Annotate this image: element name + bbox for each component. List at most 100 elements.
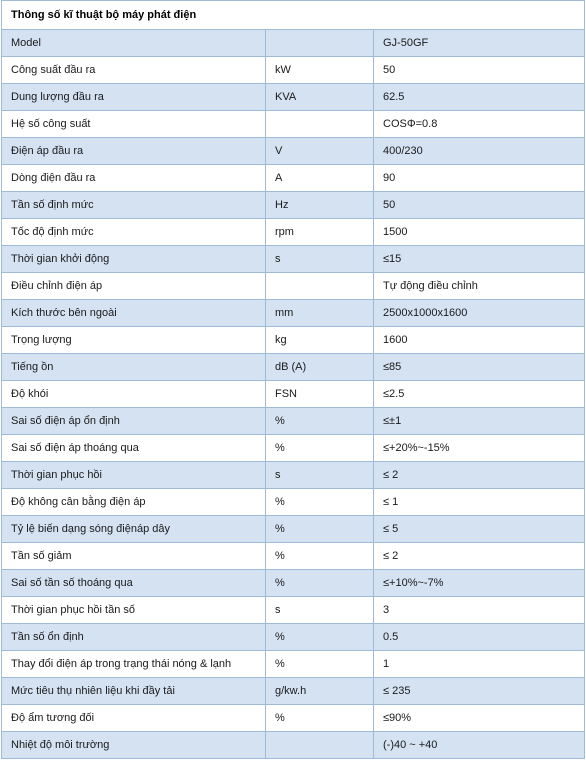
spec-value-cell: 50 [372, 56, 586, 84]
table-row: Điều chỉnh điện áp Tự động điều chỉnh [1, 272, 586, 300]
table-row: Độ không cân bằng điện áp% ≤ 1 [1, 488, 586, 516]
table-row: Nhiệt độ môi trường (-)40 ~ +40 [1, 731, 586, 759]
spec-name-cell: Nhiệt độ môi trường [1, 731, 266, 759]
spec-unit-cell [265, 731, 374, 759]
spec-value-cell: Tự động điều chỉnh [372, 272, 586, 300]
spec-unit-cell: % [265, 704, 374, 732]
table-row: Tiếng ồn dB (A) ≤85 [1, 353, 586, 381]
spec-name-cell: Thời gian phục hồi [1, 461, 266, 489]
spec-unit-cell: % [265, 488, 374, 516]
table-row: Sai số điện áp ổn định% ≤±1 [1, 407, 586, 435]
spec-name-cell: Sai số điện áp ổn định [1, 407, 266, 435]
spec-unit-cell: Hz [265, 191, 374, 219]
table-row: Trọng lượng kg 1600 [1, 326, 586, 354]
spec-value-cell: ≤ 2 [372, 461, 586, 489]
spec-unit-cell [265, 272, 374, 300]
table-row: Tần số giảm% ≤ 2 [1, 542, 586, 570]
table-row: Thời gian phục hồi s ≤ 2 [1, 461, 586, 489]
spec-value-cell: COSΦ=0.8 [372, 110, 586, 138]
spec-value-cell: 90 [372, 164, 586, 192]
table-row: Dòng điện đầu ra A 90 [1, 164, 586, 192]
table-row: Độ ẩm tương đối% ≤90% [1, 704, 586, 732]
table-row: Thời gian phục hồi tần số s 3 [1, 596, 586, 624]
spec-value-cell: ≤85 [372, 353, 586, 381]
table-title-row: Thông số kĩ thuật bộ máy phát điện [0, 0, 586, 30]
spec-name-cell: Tần số ổn định [1, 623, 266, 651]
spec-name-cell: Độ ẩm tương đối [1, 704, 266, 732]
spec-unit-cell: s [265, 596, 374, 624]
spec-name-cell: Model [1, 29, 266, 57]
table-row: Mức tiêu thụ nhiên liệu khi đầy tải g/kw.… [1, 677, 586, 705]
spec-value-cell: ≤ 1 [372, 488, 586, 516]
spec-value-cell: ≤+10%~-7% [372, 569, 586, 597]
table-title: Thông số kĩ thuật bộ máy phát điện [0, 0, 586, 30]
spec-value-cell: ≤2.5 [372, 380, 586, 408]
spec-value-cell: (-)40 ~ +40 [372, 731, 586, 759]
table-row: Tần số ổn định% 0.5 [1, 623, 586, 651]
table-row: Tỷ lệ biến dạng sóng điệnáp dây% ≤ 5 [1, 515, 586, 543]
table-row: Hệ số công suất COSΦ=0.8 [1, 110, 586, 138]
spec-name-cell: Điều chỉnh điện áp [1, 272, 266, 300]
spec-name-cell: Trọng lượng [1, 326, 266, 354]
spec-value-cell: 1 [372, 650, 586, 678]
spec-unit-cell: A [265, 164, 374, 192]
spec-value-cell: 2500x1000x1600 [372, 299, 586, 327]
table-row: Sai số tần số thoáng qua% ≤+10%~-7% [1, 569, 586, 597]
spec-unit-cell: mm [265, 299, 374, 327]
table-row: Thay đổi điện áp trong trạng thái nóng &… [1, 650, 586, 678]
spec-name-cell: Thời gian phục hồi tần số [1, 596, 266, 624]
spec-unit-cell: g/kw.h [265, 677, 374, 705]
table-row: Dung lượng đầu ra KVA 62.5 [1, 83, 586, 111]
spec-name-cell: Tốc độ định mức [1, 218, 266, 246]
spec-name-cell: Thay đổi điện áp trong trạng thái nóng &… [1, 650, 266, 678]
spec-name-cell: Mức tiêu thụ nhiên liệu khi đầy tải [1, 677, 266, 705]
spec-unit-cell [265, 110, 374, 138]
table-row: Điện áp đầu ra V 400/230 [1, 137, 586, 165]
spec-name-cell: Độ khói [1, 380, 266, 408]
spec-unit-cell: % [265, 650, 374, 678]
spec-unit-cell: % [265, 434, 374, 462]
spec-name-cell: Độ không cân bằng điện áp [1, 488, 266, 516]
spec-unit-cell: KVA [265, 83, 374, 111]
table-row: Kích thước bên ngoài mm 2500x1000x1600 [1, 299, 586, 327]
spec-value-cell: ≤ 5 [372, 515, 586, 543]
spec-unit-cell: kg [265, 326, 374, 354]
spec-unit-cell: V [265, 137, 374, 165]
spec-value-cell: 50 [372, 191, 586, 219]
spec-name-cell: Dung lượng đầu ra [1, 83, 266, 111]
spec-value-cell: ≤+20%~-15% [372, 434, 586, 462]
spec-unit-cell: dB (A) [265, 353, 374, 381]
spec-name-cell: Kích thước bên ngoài [1, 299, 266, 327]
spec-value-cell: ≤15 [372, 245, 586, 273]
table-row: Độ khói FSN ≤2.5 [1, 380, 586, 408]
table-row: Sai số điện áp thoáng qua% ≤+20%~-15% [1, 434, 586, 462]
spec-value-cell: ≤±1 [372, 407, 586, 435]
spec-value-cell: 1500 [372, 218, 586, 246]
spec-value-cell: ≤ 2 [372, 542, 586, 570]
spec-name-cell: Tiếng ồn [1, 353, 266, 381]
spec-name-cell: Công suất đầu ra [1, 56, 266, 84]
spec-unit-cell: s [265, 245, 374, 273]
spec-value-cell: 3 [372, 596, 586, 624]
spec-unit-cell: kW [265, 56, 374, 84]
table-row: Thời gian khởi động s ≤15 [1, 245, 586, 273]
spec-name-cell: Tần số định mức [1, 191, 266, 219]
spec-unit-cell: s [265, 461, 374, 489]
spec-value-cell: ≤ 235 [372, 677, 586, 705]
spec-unit-cell: % [265, 407, 374, 435]
spec-name-cell: Dòng điện đầu ra [1, 164, 266, 192]
spec-value-cell: 62.5 [372, 83, 586, 111]
spec-name-cell: Tần số giảm [1, 542, 266, 570]
spec-unit-cell: % [265, 542, 374, 570]
spec-value-cell: 1600 [372, 326, 586, 354]
spec-unit-cell [265, 29, 374, 57]
table-row: Tốc độ định mức rpm 1500 [1, 218, 586, 246]
spec-name-cell: Sai số tần số thoáng qua [1, 569, 266, 597]
spec-name-cell: Sai số điện áp thoáng qua [1, 434, 266, 462]
spec-unit-cell: FSN [265, 380, 374, 408]
spec-unit-cell: % [265, 569, 374, 597]
spec-unit-cell: % [265, 515, 374, 543]
table-row: Tần số định mức Hz 50 [1, 191, 586, 219]
spec-value-cell: GJ-50GF [372, 29, 586, 57]
